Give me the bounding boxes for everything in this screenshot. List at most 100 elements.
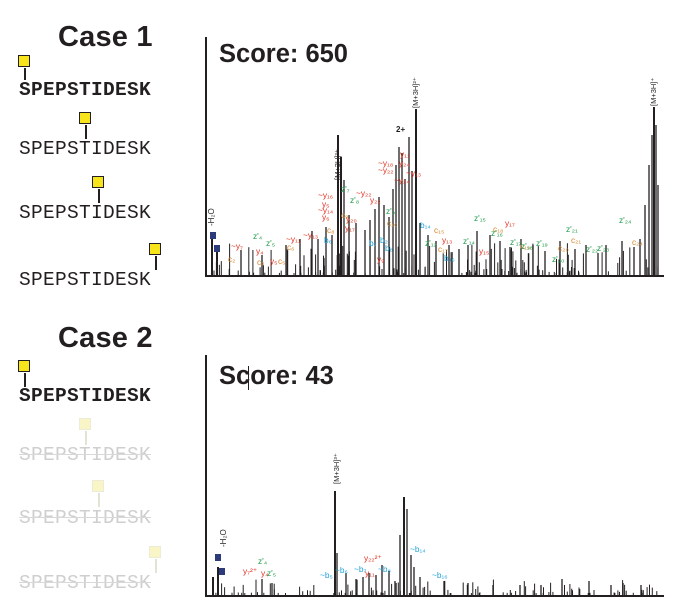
- fragment-label: ~b₁₄: [410, 544, 426, 554]
- fragment-label: z'₉: [386, 206, 395, 216]
- case1-peaks: [211, 107, 659, 275]
- hexnac-square-icon: [92, 176, 104, 188]
- fragment-label: c₂₁: [571, 235, 581, 245]
- fragment-label: z'₁₈: [521, 241, 533, 251]
- fragment-label: b₆: [324, 235, 332, 245]
- fragment-label: y₄: [256, 246, 264, 256]
- fragment-label: y₂₀: [346, 214, 357, 224]
- fragment-label: b₇: [369, 238, 377, 248]
- case1-title: Case 1: [58, 21, 153, 53]
- fragment-label: z'₁₆: [491, 228, 503, 238]
- fragment-label: z'₁₉: [536, 238, 548, 248]
- fragment-label: b₂: [380, 235, 388, 245]
- case2-peaks: [212, 491, 658, 595]
- fragment-label: ~y₇: [231, 241, 243, 251]
- precursor-label: -H₂O: [219, 529, 228, 547]
- fragment-label: y₇²⁺: [243, 566, 257, 576]
- fragment-label: y₁₇: [505, 218, 515, 228]
- hexnac-square-icon: [79, 112, 91, 124]
- fragment-label: ~y₁₁: [286, 234, 301, 244]
- fragment-label: ~y₂₂: [378, 165, 393, 175]
- case2-markers: -H₂O [M+3H]³⁺: [215, 453, 341, 575]
- fragment-label: z'₂₁: [566, 224, 578, 234]
- case2-sequence-1: SPEPSTIDESK: [19, 385, 152, 407]
- fragment-label: z'₅: [266, 238, 275, 248]
- fragment-label: z'₄: [258, 556, 268, 566]
- fragment-label: ~b₆: [335, 565, 348, 575]
- case1-sequence-4: SPEPSTIDESK: [19, 269, 152, 291]
- case1-score: Score: 650: [219, 40, 348, 68]
- fragment-label: c₅: [278, 256, 286, 266]
- fragment-label: ~b₇: [354, 564, 366, 574]
- fragment-label: c₁₀: [387, 218, 397, 228]
- fragment-label: z'₈: [350, 195, 359, 205]
- case2-sequence-3: SPEPSTIDESK: [19, 507, 152, 529]
- fragment-label: c₂₀: [558, 243, 569, 253]
- fragment-label: b₈: [385, 243, 393, 253]
- case2-sequence-4: SPEPSTIDESK: [19, 572, 152, 594]
- precursor-label: [M+3H]²⁺: [411, 77, 420, 108]
- fragment-label: ~y₁₈: [378, 158, 393, 168]
- case1-markers: -H₂O 2+ [M+3H]³⁺ [M+3H]²⁺ [M+3H]⁺: [207, 77, 658, 252]
- fragment-label: y₂₂²⁺: [364, 553, 382, 563]
- hexnac-square-icon: [149, 243, 161, 255]
- fragment-label: ~b₅: [320, 570, 333, 580]
- fragment-label: c₁₅: [434, 225, 444, 235]
- precursor-label: [M+3H]³⁺: [333, 149, 342, 180]
- hexnac-square-icon: [149, 546, 161, 558]
- fragment-label: z'₁₅: [474, 213, 486, 223]
- fragment-label: z'₂₄: [619, 215, 632, 225]
- case1-sequence-3: SPEPSTIDESK: [19, 202, 152, 224]
- fragment-label: ~y₁₄: [318, 205, 334, 215]
- fragment-label: c₂₄: [632, 237, 643, 247]
- fragment-label: c₈: [327, 225, 335, 235]
- glycan-linker: [24, 68, 26, 80]
- glycan-linker: [98, 189, 100, 203]
- glycan-linker: [155, 256, 157, 270]
- fragment-label: z'₂₃: [597, 243, 609, 253]
- fragment-label: y₄: [261, 568, 269, 578]
- fragment-label: ~y₁₃: [303, 230, 318, 240]
- fragment-label: y₁₁: [400, 149, 410, 159]
- case1-sequence-1: SPEPSTIDESK: [19, 79, 152, 101]
- fragment-label: y₁₅: [479, 246, 489, 256]
- glycan-linker: [155, 559, 157, 573]
- fragment-label: c₃: [257, 257, 265, 267]
- fragment-label: ~b₈: [378, 564, 391, 574]
- fragment-label: c₁₉: [520, 241, 530, 251]
- fragment-label: z'₅: [267, 568, 276, 578]
- charge-label: 2+: [396, 125, 405, 134]
- fragment-label: ~y₁₃: [406, 168, 421, 178]
- fragment-label: z'₂₀: [552, 254, 564, 264]
- fragment-label: ~b₁₆: [432, 570, 448, 580]
- precursor-label: [M+3H]⁺: [649, 78, 658, 106]
- fragment-label: y₅: [270, 256, 278, 266]
- case1-sequence-2: SPEPSTIDESK: [19, 138, 152, 160]
- fragment-label: z'₁₂: [425, 238, 437, 248]
- case2-score: Score: 43: [219, 362, 334, 390]
- fragment-label: c₁₈: [493, 224, 503, 234]
- fragment-label: ~y₂₄: [394, 175, 410, 185]
- fragment-label: c₁₇: [438, 244, 448, 254]
- fragment-label: z'₇: [341, 184, 350, 194]
- fragment-label: y₁₃: [442, 235, 452, 245]
- fragment-label: y₁₇: [345, 223, 355, 233]
- fragment-label: y₉: [377, 254, 384, 264]
- fragment-label: b₁₆: [444, 253, 455, 263]
- hexnac-square-icon: [215, 554, 221, 561]
- glycan-linker: [98, 493, 100, 507]
- fragment-label: y₂₂: [370, 195, 381, 205]
- hexnac-square-icon: [92, 480, 104, 492]
- fragment-label: y₂₄: [399, 158, 410, 168]
- hexnac-square-icon: [18, 55, 30, 67]
- fragment-label: ~y₂₂: [356, 188, 371, 198]
- case2-sequence-2: SPEPSTIDESK: [19, 444, 152, 466]
- fragment-label: c₉: [341, 210, 348, 220]
- glycan-linker: [24, 373, 26, 387]
- hexnac-square-icon: [214, 245, 220, 252]
